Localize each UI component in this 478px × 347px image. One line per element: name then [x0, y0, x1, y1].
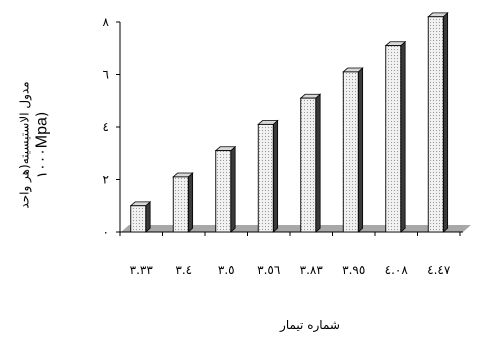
- x-tick-label: ٤.٠٨: [385, 263, 409, 277]
- bar-front: [172, 176, 189, 233]
- bar-front: [215, 150, 232, 233]
- bar-front: [300, 97, 317, 233]
- y-tick-label: ٠: [103, 225, 109, 239]
- y-tick-label: ٤: [103, 120, 109, 134]
- bar-side: [230, 145, 236, 233]
- bar: [342, 67, 364, 233]
- bar-side: [442, 12, 449, 233]
- x-tick-label: ٣.٨٣: [300, 263, 324, 277]
- bar-side: [187, 172, 194, 233]
- bar: [257, 119, 279, 233]
- bar-front: [257, 123, 274, 233]
- x-tick-label: ٣.٥٦: [257, 263, 280, 277]
- bar: [299, 93, 322, 233]
- y-axis-title-multiplier: ١٠٠٠: [35, 148, 52, 179]
- bar-front: [130, 205, 147, 233]
- x-tick-label: ٣.٣٣: [130, 263, 154, 277]
- bar: [172, 172, 194, 233]
- bar-side: [357, 67, 364, 233]
- y-axis-title-line1: مدول الاستیسیته(هر واحد: [18, 81, 33, 209]
- x-tick-label: ٣.٥: [218, 263, 235, 277]
- bar: [129, 201, 152, 233]
- bar-side: [400, 40, 406, 233]
- y-axis-title-close-paren: ): [35, 111, 52, 118]
- y-axis-title-unit: Mpa: [34, 117, 52, 149]
- bar-side: [145, 201, 151, 233]
- x-tick-label: ٣.٤: [175, 263, 192, 277]
- x-tick-label: ٤.٤٧: [427, 263, 451, 277]
- bar-side: [315, 93, 321, 233]
- bar-side: [272, 119, 279, 233]
- y-axis-title: مدول الاستیسیته(هر واحد ١٠٠٠Mpa): [2, 40, 68, 250]
- x-axis-title: شماره تیمار: [280, 318, 340, 332]
- bar-front: [427, 16, 444, 233]
- y-tick-label: ٦: [103, 68, 109, 82]
- chart-floor: [121, 225, 471, 232]
- y-tick-label: ٢: [103, 173, 109, 187]
- x-tick-label: ٣.٩٥: [342, 263, 365, 277]
- y-tick-label: ٨: [103, 15, 110, 29]
- bar: [214, 145, 237, 233]
- y-axis-title-line2: ١٠٠٠Mpa): [34, 112, 52, 179]
- bar: [384, 40, 407, 233]
- bar: [427, 12, 449, 233]
- bar-front: [385, 45, 402, 233]
- bar-front: [342, 71, 359, 233]
